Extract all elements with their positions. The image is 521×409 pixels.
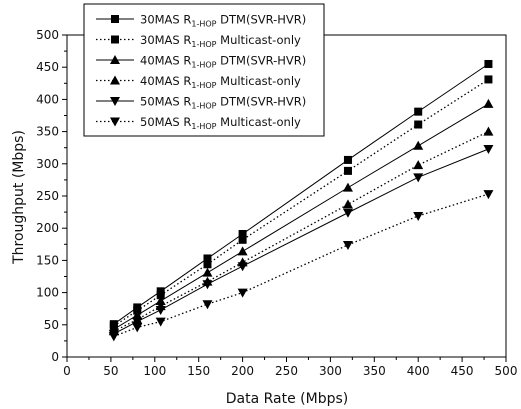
- data-point: [413, 140, 424, 150]
- data-point: [132, 310, 143, 320]
- data-point: [414, 120, 423, 129]
- legend-marker: [110, 117, 120, 127]
- data-point: [202, 300, 213, 310]
- legend-marker: [110, 55, 120, 64]
- data-point: [202, 280, 213, 290]
- x-tick-label: 200: [231, 364, 254, 378]
- data-point: [342, 240, 353, 250]
- data-point: [342, 208, 353, 218]
- legend-label: 30MAS R1-HOP Multicast-only: [140, 33, 301, 49]
- legend-marker: [110, 75, 120, 85]
- series-5: [108, 144, 494, 339]
- series-line: [113, 148, 489, 335]
- data-point: [237, 246, 248, 256]
- data-point: [342, 199, 353, 209]
- y-tick-label: 400: [36, 92, 59, 106]
- legend-label: 30MAS R1-HOP DTM(SVR-HVR): [140, 13, 306, 29]
- y-tick-label: 250: [36, 189, 59, 203]
- data-point: [342, 182, 353, 192]
- legend-marker: [110, 97, 120, 106]
- data-point: [155, 305, 166, 315]
- legend-label: 50MAS R1-HOP DTM(SVR-HVR): [140, 95, 306, 111]
- y-tick-label: 350: [36, 125, 59, 139]
- x-tick-label: 50: [103, 364, 118, 378]
- legend-box: [83, 3, 325, 137]
- series-3: [108, 98, 494, 334]
- x-tick-label: 350: [363, 364, 386, 378]
- series-line: [113, 103, 489, 330]
- data-point: [413, 160, 424, 170]
- data-point: [238, 235, 247, 244]
- data-point: [483, 126, 494, 136]
- x-tick-label: 250: [275, 364, 298, 378]
- data-point: [156, 291, 165, 300]
- x-axis-label: Data Rate (Mbps): [226, 391, 349, 407]
- legend-label: 40MAS R1-HOP DTM(SVR-HVR): [140, 54, 306, 70]
- y-tick-label: 200: [36, 221, 59, 235]
- series-line: [113, 131, 489, 332]
- series-layer: [108, 59, 494, 342]
- legend: 30MAS R1-HOP DTM(SVR-HVR) 30MAS R1-HOP Mu…: [83, 3, 325, 137]
- data-point: [155, 295, 166, 305]
- data-point: [132, 317, 143, 327]
- legend-marker: [111, 35, 119, 44]
- data-point: [202, 267, 213, 277]
- y-tick-label: 0: [51, 350, 59, 364]
- data-point: [237, 262, 248, 272]
- data-point: [484, 59, 493, 68]
- data-point: [132, 323, 143, 333]
- y-axis-label: Throughput (Mbps): [11, 130, 27, 265]
- y-tick-label: 50: [44, 318, 59, 332]
- x-tick-label: 0: [63, 364, 71, 378]
- y-tick-label: 500: [36, 28, 59, 42]
- data-point: [343, 155, 352, 164]
- data-point: [203, 254, 212, 263]
- y-tick-label: 300: [36, 157, 59, 171]
- data-point: [414, 107, 423, 116]
- data-point: [108, 332, 119, 342]
- data-point: [155, 317, 166, 327]
- series-line: [113, 193, 489, 337]
- series-4: [108, 126, 494, 336]
- legend-marker: [111, 15, 119, 23]
- x-tick-label: 450: [451, 364, 474, 378]
- data-point: [483, 98, 494, 108]
- data-point: [237, 288, 248, 298]
- data-point: [484, 75, 493, 84]
- data-point: [483, 144, 494, 154]
- legend-label: 50MAS R1-HOP Multicast-only: [140, 115, 301, 131]
- x-tick-label: 150: [187, 364, 210, 378]
- series-6: [108, 190, 494, 342]
- data-point: [238, 229, 247, 238]
- x-tick-label: 500: [495, 364, 518, 378]
- data-point: [483, 190, 494, 200]
- legend-label: 40MAS R1-HOP Multicast-only: [140, 74, 301, 90]
- data-point: [343, 166, 352, 175]
- x-tick-label: 100: [143, 364, 166, 378]
- x-tick-label: 400: [407, 364, 430, 378]
- axes: 0 50 100 150 200 250 300 350 400 450 500 0 50 100 150 2…: [36, 28, 517, 378]
- x-tick-label: 300: [319, 364, 342, 378]
- y-tick-label: 150: [36, 253, 59, 267]
- y-tick-label: 450: [36, 60, 59, 74]
- data-point: [413, 173, 424, 183]
- y-tick-label: 100: [36, 286, 59, 300]
- data-point: [203, 260, 212, 269]
- data-point: [413, 211, 424, 221]
